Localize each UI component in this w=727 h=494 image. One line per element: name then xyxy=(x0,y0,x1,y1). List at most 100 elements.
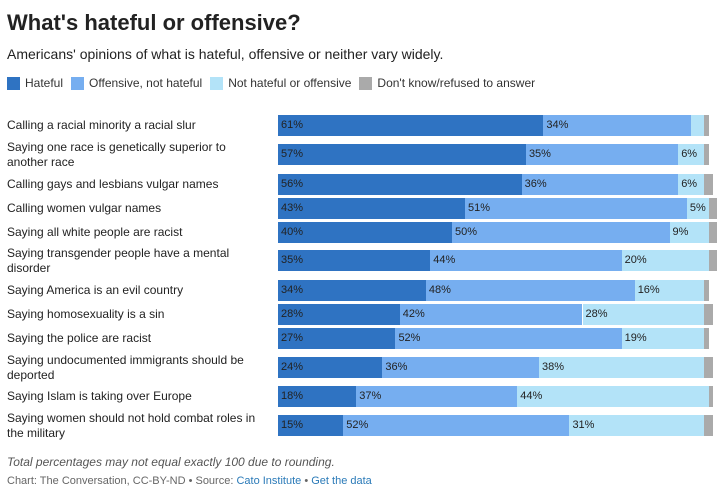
bar-not-hateful-or-offensive-3 xyxy=(678,174,705,195)
bar-row-8: 28% 42% 28% xyxy=(278,304,713,325)
bar-don-t-know-refused-to-answer-8 xyxy=(704,304,713,325)
bar-row-10: 24% 36% 38% xyxy=(278,357,713,378)
chart-title: What's hateful or offensive? xyxy=(7,10,301,35)
data-label-hateful-5: 40% xyxy=(281,226,304,238)
bar-offensive-not-hateful-6 xyxy=(430,250,622,271)
data-label-offensive-not-hateful-1: 34% xyxy=(546,119,569,131)
bar-row-9: 27% 52% 19% xyxy=(278,328,713,349)
bar-don-t-know-refused-to-answer-2 xyxy=(704,144,709,165)
bar-offensive-not-hateful-7 xyxy=(425,280,635,301)
bar-don-t-know-refused-to-answer-1 xyxy=(704,115,709,136)
data-label-hateful-8: 28% xyxy=(281,308,304,320)
bar-not-hateful-or-offensive-12 xyxy=(569,415,705,436)
legend-label-dontknow: Don't know/refused to answer xyxy=(377,76,536,90)
row-label-12: Saying women should not hold combat role… xyxy=(7,411,256,440)
bar-offensive-not-hateful-2 xyxy=(525,144,679,165)
legend-item-offensive: Offensive, not hateful xyxy=(71,76,202,90)
bar-not-hateful-or-offensive-1 xyxy=(691,115,705,136)
data-label-not-hateful-or-offensive-7: 16% xyxy=(637,284,660,296)
row-label-8: Saying homosexuality is a sin xyxy=(7,307,165,321)
legend-item-neither: Not hateful or offensive xyxy=(210,76,351,90)
bar-not-hateful-or-offensive-7 xyxy=(634,280,705,301)
data-label-not-hateful-or-offensive-11: 44% xyxy=(520,390,543,402)
data-label-not-hateful-or-offensive-9: 19% xyxy=(624,332,647,344)
bar-hateful-10 xyxy=(278,357,383,378)
footer-separator: • xyxy=(301,475,312,487)
bar-not-hateful-or-offensive-10 xyxy=(539,357,705,378)
row-label-6: Saying transgender people have a mental … xyxy=(7,246,230,275)
data-label-not-hateful-or-offensive-8: 28% xyxy=(585,308,608,320)
bar-don-t-know-refused-to-answer-6 xyxy=(708,250,718,271)
bar-don-t-know-refused-to-answer-7 xyxy=(704,280,709,301)
bar-not-hateful-or-offensive-6 xyxy=(621,250,709,271)
data-label-not-hateful-or-offensive-2: 6% xyxy=(681,148,698,160)
bar-hateful-4 xyxy=(278,198,466,219)
bar-row-6: 35% 44% 20% xyxy=(278,250,718,271)
bar-don-t-know-refused-to-answer-12 xyxy=(704,415,713,436)
legend-label-neither: Not hateful or offensive xyxy=(228,76,352,90)
chart-footer: Chart: The Conversation, CC-BY-ND • Sour… xyxy=(7,475,372,487)
data-label-offensive-not-hateful-11: 37% xyxy=(359,390,382,402)
bar-don-t-know-refused-to-answer-5 xyxy=(708,222,718,243)
bar-don-t-know-refused-to-answer-11 xyxy=(708,386,713,407)
chart-legend: Hateful Offensive, not hateful Not hatef… xyxy=(7,76,543,90)
source-link[interactable]: Cato Institute xyxy=(236,475,302,487)
data-label-not-hateful-or-offensive-10: 38% xyxy=(542,361,565,373)
data-label-hateful-3: 56% xyxy=(281,178,304,190)
footer-credit: Chart: The Conversation, CC-BY-ND • Sour… xyxy=(7,475,237,487)
bar-row-11: 18% 37% 44% xyxy=(278,386,713,407)
bar-row-3: 56% 36% 6% xyxy=(278,174,713,195)
bar-not-hateful-or-offensive-8 xyxy=(582,304,705,325)
bar-hateful-11 xyxy=(278,386,357,407)
row-label-7: Saying America is an evil country xyxy=(7,283,184,297)
data-label-hateful-9: 27% xyxy=(281,332,304,344)
bar-offensive-not-hateful-3 xyxy=(521,174,679,195)
legend-label-offensive: Offensive, not hateful xyxy=(89,76,203,90)
bar-hateful-12 xyxy=(278,415,344,436)
data-label-offensive-not-hateful-8: 42% xyxy=(402,308,425,320)
data-label-offensive-not-hateful-5: 50% xyxy=(455,226,478,238)
bar-hateful-1 xyxy=(278,115,544,136)
row-label-3: Calling gays and lesbians vulgar names xyxy=(7,177,219,191)
bar-row-5: 40% 50% 9% xyxy=(278,222,718,243)
data-label-hateful-4: 43% xyxy=(281,202,304,214)
bar-offensive-not-hateful-5 xyxy=(452,222,670,243)
data-label-offensive-not-hateful-7: 48% xyxy=(428,284,451,296)
bar-don-t-know-refused-to-answer-10 xyxy=(704,357,713,378)
bar-hateful-3 xyxy=(278,174,522,195)
row-label-5: Saying all white people are racist xyxy=(7,225,183,239)
data-label-not-hateful-or-offensive-6: 20% xyxy=(624,254,647,266)
legend-swatch-neither xyxy=(210,76,224,90)
bar-not-hateful-or-offensive-2 xyxy=(678,144,705,165)
bar-not-hateful-or-offensive-11 xyxy=(517,386,709,407)
data-label-offensive-not-hateful-12: 52% xyxy=(346,419,369,431)
bar-row-12: 15% 52% 31% xyxy=(278,415,713,436)
bar-offensive-not-hateful-11 xyxy=(356,386,518,407)
bar-hateful-6 xyxy=(278,250,431,271)
data-label-not-hateful-or-offensive-4: 5% xyxy=(689,202,706,214)
chart-subtitle: Americans' opinions of what is hateful, … xyxy=(7,46,444,62)
data-label-hateful-1: 61% xyxy=(281,119,304,131)
data-label-offensive-not-hateful-6: 44% xyxy=(433,254,456,266)
bar-offensive-not-hateful-1 xyxy=(543,115,692,136)
legend-swatch-dontknow xyxy=(359,76,373,90)
data-label-hateful-12: 15% xyxy=(281,419,304,431)
bar-not-hateful-or-offensive-5 xyxy=(669,222,709,243)
legend-item-dontknow: Don't know/refused to answer xyxy=(359,76,535,90)
get-data-link[interactable]: Get the data xyxy=(311,475,372,487)
data-label-hateful-6: 35% xyxy=(281,254,304,266)
row-label-9: Saying the police are racist xyxy=(7,331,152,345)
bar-not-hateful-or-offensive-9 xyxy=(621,328,705,349)
bar-don-t-know-refused-to-answer-3 xyxy=(704,174,713,195)
data-label-offensive-not-hateful-2: 35% xyxy=(528,148,551,160)
data-label-offensive-not-hateful-9: 52% xyxy=(398,332,421,344)
bar-row-1: 61% 34% xyxy=(278,115,713,136)
bar-offensive-not-hateful-8 xyxy=(399,304,583,325)
data-label-hateful-2: 57% xyxy=(281,148,304,160)
row-label-11: Saying Islam is taking over Europe xyxy=(7,389,192,403)
bar-row-4: 43% 51% 5% xyxy=(278,198,718,219)
bar-offensive-not-hateful-4 xyxy=(465,198,687,219)
data-label-offensive-not-hateful-3: 36% xyxy=(524,178,547,190)
bar-row-2: 57% 35% 6% xyxy=(278,144,713,165)
